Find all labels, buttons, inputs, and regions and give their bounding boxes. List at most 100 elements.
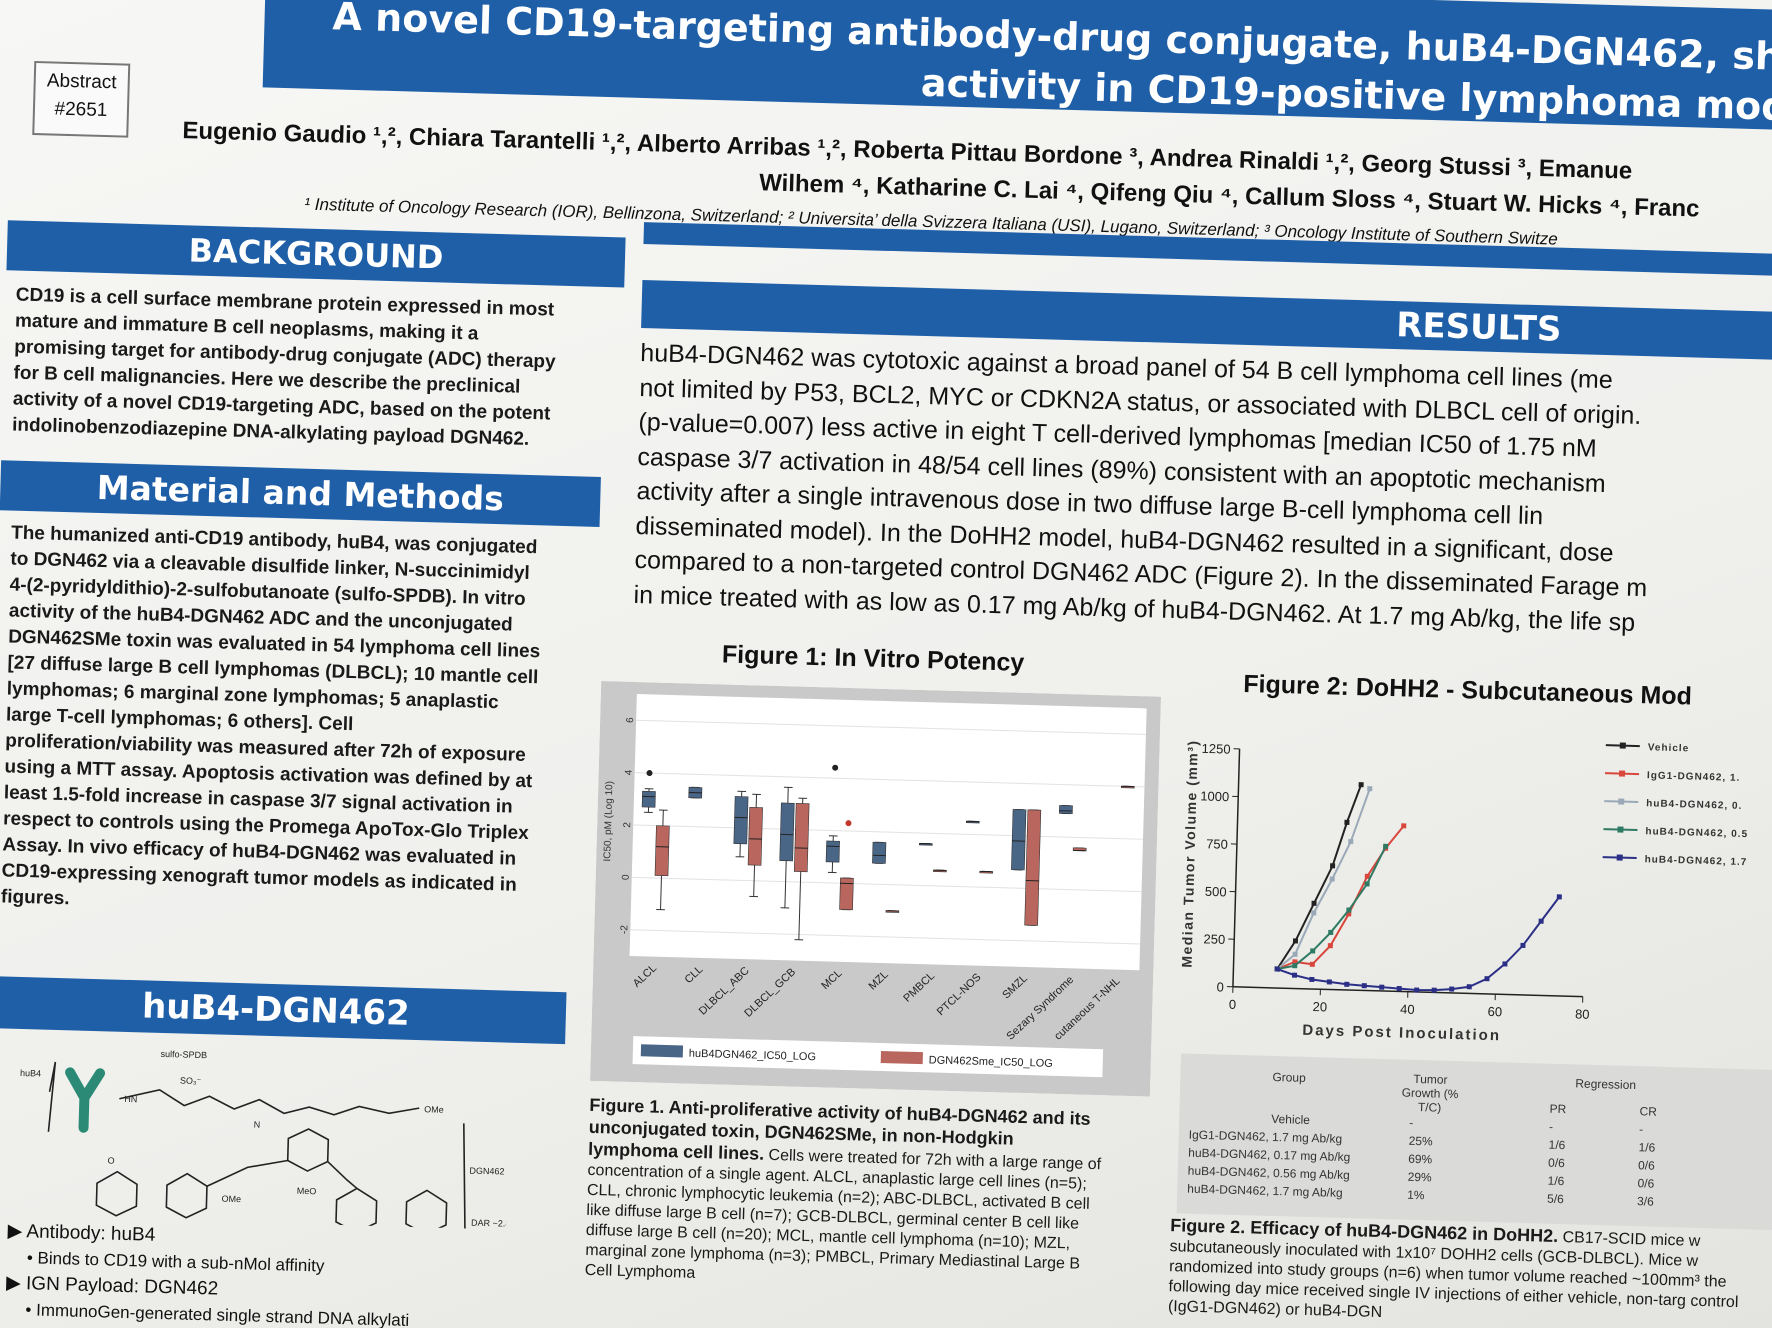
x-tick-label: 20 — [1312, 999, 1327, 1014]
series-point — [1361, 983, 1367, 989]
structure-label: O — [108, 1155, 115, 1165]
figure2-chart: 0 250 500 750 1000 1250 0 20 40 60 80 Vehicle IgG1-… — [1178, 739, 1748, 1045]
y-tick-label: 250 — [1203, 931, 1225, 947]
title-banner: A novel CD19-targeting antibody-drug con… — [262, 0, 1772, 133]
abstract-number: #2651 — [54, 98, 108, 122]
y-axis — [1232, 748, 1241, 987]
series-point — [1367, 786, 1373, 792]
methods-text: The humanized anti-CD19 antibody, huB4, … — [1, 521, 602, 927]
series-point — [1364, 881, 1370, 887]
y-axis-label: IC50, pM (Log 10) — [602, 781, 615, 862]
series-point — [1311, 910, 1317, 916]
box-DLBCL_ABC — [733, 796, 749, 845]
outlier-point — [646, 770, 653, 777]
y-tick-label: 750 — [1206, 836, 1228, 852]
structure-label: sulfo-SPDB — [160, 1049, 207, 1060]
table-cell: 3/6 — [1636, 1194, 1654, 1209]
series-point — [1292, 938, 1299, 944]
x-tick-label: 60 — [1487, 1004, 1502, 1019]
legend-label: IgG1-DGN462, 1. — [1647, 770, 1741, 784]
structure-label: OMe — [221, 1194, 241, 1205]
box-ALCL — [654, 825, 670, 877]
series-point — [1346, 907, 1352, 913]
series-point — [1328, 929, 1334, 935]
box-SMZL — [1024, 809, 1042, 926]
figure1-caption: Figure 1. Anti-proliferative activity of… — [584, 1095, 1109, 1295]
series-line — [1276, 784, 1363, 970]
y-axis-label: Median Tumor Volume (mm³) — [1178, 739, 1200, 968]
box-SMZL — [1011, 809, 1027, 871]
series-point — [1449, 986, 1455, 992]
table-header: CR — [1639, 1104, 1658, 1119]
y-tick-label: 2 — [622, 821, 633, 827]
figure2-title: Figure 2: DoHH2 - Subcutaneous Mod — [1242, 669, 1693, 711]
outlier-point — [845, 820, 852, 827]
structure-label: huB4 — [20, 1068, 41, 1079]
y-tick-label: 1250 — [1201, 741, 1230, 757]
series-point — [1466, 984, 1472, 990]
series-point — [1538, 918, 1544, 924]
structure-label: SO₃⁻ — [180, 1075, 202, 1086]
x-axis-label: Days Post Inoculation — [1302, 1022, 1501, 1045]
benzene-ring — [286, 1128, 330, 1172]
results-text: huB4-DGN462 was cytotoxic against a broa… — [633, 336, 1772, 645]
series-point — [1344, 981, 1350, 987]
legend-swatch-dgn — [880, 1051, 923, 1065]
chemical-structure: huB4 sulfo-SPDB SO₃⁻ HN OMe DGN462 DAR ~… — [20, 1049, 510, 1230]
x-tick-label: 40 — [1400, 1001, 1415, 1016]
table-header: Tumor Growth (% T/C) — [1401, 1071, 1459, 1115]
series-line — [1276, 788, 1371, 970]
series-point — [1329, 876, 1335, 882]
background-text: CD19 is a cell surface membrane protein … — [12, 283, 616, 456]
linker-chain — [119, 1089, 420, 1116]
background-banner: BACKGROUND — [6, 220, 626, 288]
series-point — [1291, 972, 1298, 978]
structure-label: DGN462 — [469, 1166, 504, 1177]
series-point — [1502, 961, 1508, 967]
legend-label: huB4-DGN462, 1.7 — [1644, 854, 1747, 868]
table-cell: 1/6 — [1547, 1173, 1565, 1189]
table-cell: 25% — [1408, 1133, 1433, 1149]
background-heading: BACKGROUND — [188, 231, 444, 277]
figure1-caption-text: Cells were treated for 72h with a large … — [584, 1146, 1102, 1282]
table-header: PR — [1549, 1101, 1567, 1117]
series-point — [1274, 966, 1280, 972]
ring-right-2 — [405, 1189, 448, 1230]
gridline — [633, 824, 1144, 840]
table-cell: - — [1548, 1119, 1554, 1134]
legend-label: huB4-DGN462, 0.5 — [1645, 826, 1748, 840]
abstract-box: Abstract #2651 — [32, 60, 131, 138]
box-DLBCL_GCB — [779, 802, 795, 862]
bracket-right — [463, 1123, 466, 1230]
structure-label: N — [254, 1120, 261, 1130]
legend-label: DGN462Sme_IC50_LOG — [929, 1054, 1053, 1069]
methods-heading: Material and Methods — [96, 467, 505, 519]
series-point — [1309, 961, 1315, 967]
y-tick-label: 6 — [625, 717, 636, 723]
series-point — [1520, 942, 1526, 948]
legend-marker — [1618, 798, 1625, 805]
outlier-point — [832, 764, 839, 771]
ring-right — [335, 1187, 378, 1230]
figure2-table: Group Tumor Growth (% T/C) Regression PR… — [1176, 1053, 1772, 1231]
series-point — [1379, 984, 1385, 990]
series-point — [1327, 943, 1333, 949]
series-point — [1364, 873, 1370, 879]
y-tick-label: 0 — [621, 874, 632, 880]
box-ALCL — [641, 790, 656, 808]
figure2-caption: Figure 2. Efficacy of huB4-DGN462 in DoH… — [1168, 1215, 1771, 1328]
legend-label: huB4-DGN462, 0. — [1646, 798, 1742, 812]
x-tick-label: 80 — [1575, 1006, 1590, 1021]
series-point — [1414, 987, 1420, 993]
figure1-title: Figure 1: In Vitro Potency — [721, 640, 1025, 677]
methods-banner: Material and Methods — [0, 460, 601, 527]
table-cell: 0/6 — [1637, 1176, 1655, 1191]
gridline — [631, 876, 1142, 893]
series-point — [1310, 948, 1316, 954]
series-point — [1292, 951, 1298, 957]
gridline — [630, 929, 1141, 945]
table-cell: huB4-DGN462, 1.7 mg Ab/kg — [1187, 1181, 1343, 1200]
y-tick-label: 1000 — [1200, 788, 1229, 804]
legend-label: Vehicle — [1648, 742, 1690, 754]
y-tick-label: 4 — [624, 769, 635, 775]
